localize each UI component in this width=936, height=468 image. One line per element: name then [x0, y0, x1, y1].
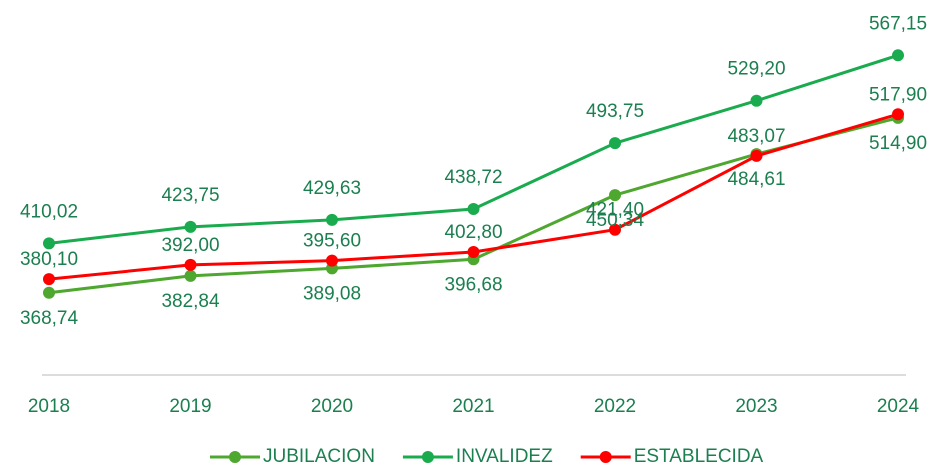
x-tick-label: 2018 [28, 396, 70, 417]
data-point [326, 213, 338, 226]
data-point [184, 269, 197, 282]
data-point [184, 258, 197, 271]
legend-marker [599, 451, 612, 463]
data-label: 423,75 [161, 185, 219, 206]
x-tick-label: 2019 [169, 396, 211, 417]
data-point [467, 245, 480, 258]
data-label: 421,40 [586, 200, 644, 221]
data-point [43, 286, 55, 299]
data-point [609, 223, 621, 236]
data-label: 380,10 [20, 249, 78, 270]
legend-label: JUBILACION [263, 446, 375, 467]
data-point [609, 189, 621, 202]
x-tick-label: 2023 [735, 396, 777, 417]
data-label: 410,02 [20, 201, 78, 222]
data-point [184, 220, 197, 233]
data-point [43, 273, 55, 286]
data-point [467, 202, 480, 215]
data-label: 402,80 [444, 222, 502, 243]
data-point [750, 94, 763, 107]
x-tick-label: 2022 [594, 396, 636, 417]
data-label: 429,63 [303, 178, 361, 199]
data-point [892, 108, 904, 121]
data-label: 392,00 [161, 235, 219, 256]
data-label: 567,15 [869, 13, 927, 34]
data-label: 483,07 [727, 126, 785, 147]
data-point [43, 237, 55, 250]
data-label: 389,08 [303, 283, 361, 304]
data-label: 438,72 [444, 167, 502, 188]
data-point [892, 49, 904, 62]
data-point [609, 137, 621, 150]
data-label: 517,90 [869, 84, 927, 105]
legend-label: ESTABLECIDA [634, 446, 764, 467]
data-point [326, 254, 338, 267]
data-point [750, 149, 763, 162]
data-label: 368,74 [20, 308, 79, 329]
data-label: 395,60 [303, 231, 361, 252]
x-tick-label: 2021 [452, 396, 494, 417]
x-tick-label: 2020 [311, 396, 353, 417]
legend-marker [229, 451, 241, 463]
data-label: 396,68 [444, 274, 502, 295]
x-tick-label: 2024 [877, 396, 920, 417]
data-label: 382,84 [161, 291, 220, 312]
data-label: 484,61 [727, 169, 785, 190]
legend-label: INVALIDEZ [456, 446, 553, 467]
data-label: 493,75 [586, 101, 644, 122]
legend-marker [421, 451, 434, 463]
data-label: 529,20 [727, 59, 785, 80]
data-label: 514,90 [869, 133, 927, 154]
data-label: 450,34 [586, 210, 645, 231]
